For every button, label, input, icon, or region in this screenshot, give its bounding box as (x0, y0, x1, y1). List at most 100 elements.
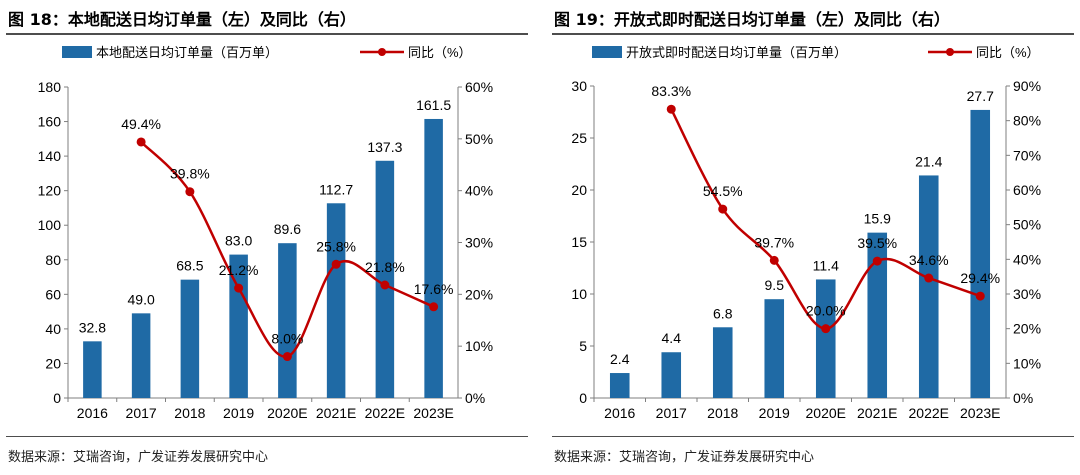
bar (424, 118, 443, 398)
y-right-tick-label: 60% (465, 79, 493, 95)
yoy-data-label: 49.4% (121, 116, 161, 132)
source-divider (552, 436, 1074, 437)
bar (278, 243, 297, 398)
y-right-tick-label: 40% (1013, 251, 1041, 267)
y-right-tick-label: 70% (1013, 147, 1041, 163)
yoy-point (136, 137, 146, 147)
x-tick-label: 2016 (604, 405, 635, 421)
yoy-point (429, 302, 439, 312)
x-tick-label: 2017 (126, 405, 157, 421)
y-right-tick-label: 90% (1013, 78, 1041, 94)
legend-marker-line (378, 48, 386, 56)
yoy-point (282, 352, 292, 362)
yoy-point (718, 204, 728, 214)
y-right-tick-label: 30% (465, 235, 493, 251)
legend-label-line: 同比（%） (408, 45, 472, 60)
bar-data-label: 4.4 (662, 330, 682, 346)
bar (918, 175, 939, 398)
yoy-data-label: 20.0% (806, 303, 846, 319)
y-left-tick-label: 20 (45, 355, 61, 371)
bar (375, 160, 395, 398)
y-right-tick-label: 50% (1013, 217, 1041, 233)
legend-swatch-bar (592, 46, 622, 58)
legend-label-bar: 本地配送日均订单量（百万单） (96, 45, 278, 60)
yoy-data-label: 8.0% (271, 331, 303, 347)
yoy-data-label: 21.2% (219, 262, 259, 278)
x-tick-label: 2017 (656, 405, 687, 421)
x-tick-label: 2021E (857, 405, 897, 421)
x-tick-label: 2019 (759, 405, 790, 421)
y-left-tick-label: 5 (579, 338, 587, 354)
yoy-data-label: 25.8% (316, 238, 356, 254)
source-note: 数据来源：艾瑞咨询，广发证券发展研究中心 (554, 450, 815, 465)
x-tick-label: 2022E (909, 405, 949, 421)
y-left-tick-label: 160 (38, 114, 62, 130)
bar (609, 373, 630, 398)
legend-label-line: 同比（%） (976, 45, 1040, 60)
y-right-tick-label: 10% (465, 338, 493, 354)
y-right-tick-label: 0% (465, 390, 485, 406)
chart-panel-local-delivery: 图 18：本地配送日均订单量（左）及同比（右） 本地配送日均订单量（百万单） 同比… (0, 0, 534, 475)
yoy-data-label: 54.5% (703, 183, 743, 199)
bar (764, 299, 785, 398)
bar (229, 254, 248, 398)
chart-panel-open-delivery: 图 19：开放式即时配送日均订单量（左）及同比（右） 开放式即时配送日均订单量（… (546, 0, 1080, 475)
y-right-tick-label: 60% (1013, 182, 1041, 198)
bar-data-label: 27.7 (967, 88, 994, 104)
yoy-point (975, 291, 985, 301)
y-left-tick-label: 60 (45, 286, 61, 302)
bar-data-label: 49.0 (128, 291, 155, 307)
x-tick-label: 2023E (960, 405, 1000, 421)
bar-data-label: 89.6 (274, 221, 301, 237)
x-tick-label: 2021E (316, 405, 356, 421)
y-right-tick-label: 10% (1013, 355, 1041, 371)
y-left-tick-label: 100 (38, 217, 62, 233)
yoy-point (872, 256, 882, 266)
y-right-tick-label: 50% (465, 131, 493, 147)
legend-swatch-bar (62, 46, 92, 58)
bar-data-label: 112.7 (319, 181, 353, 197)
yoy-point (331, 259, 341, 269)
y-left-tick-label: 120 (38, 183, 62, 199)
bar-data-label: 68.5 (176, 258, 203, 274)
source-divider (6, 436, 528, 437)
yoy-data-label: 17.6% (414, 281, 454, 297)
x-tick-label: 2020E (806, 405, 846, 421)
yoy-data-label: 39.8% (170, 166, 210, 182)
y-left-tick-label: 0 (579, 390, 587, 406)
x-tick-label: 2022E (365, 405, 405, 421)
y-right-tick-label: 0% (1013, 390, 1033, 406)
bar-data-label: 2.4 (610, 351, 630, 367)
y-left-tick-label: 180 (38, 79, 62, 95)
bar-data-label: 161.5 (416, 97, 451, 113)
bar-data-label: 137.3 (367, 139, 402, 155)
source-note: 数据来源：艾瑞咨询，广发证券发展研究中心 (8, 450, 269, 465)
x-tick-label: 2016 (77, 405, 108, 421)
title-divider (552, 33, 1074, 35)
bar (131, 313, 151, 398)
bar (661, 352, 682, 398)
y-right-tick-label: 20% (1013, 321, 1041, 337)
yoy-data-label: 34.6% (909, 252, 949, 268)
yoy-data-label: 21.8% (365, 259, 405, 275)
yoy-point (924, 273, 934, 283)
y-left-tick-label: 80 (45, 252, 61, 268)
x-tick-label: 2018 (174, 405, 205, 421)
bar (815, 279, 836, 398)
bar-data-label: 32.8 (79, 319, 106, 335)
yoy-point (234, 283, 244, 293)
y-left-tick-label: 40 (45, 321, 61, 337)
legend-label-bar: 开放式即时配送日均订单量（百万单） (626, 45, 847, 60)
y-right-tick-label: 20% (465, 286, 493, 302)
yoy-data-label: 83.3% (651, 83, 691, 99)
y-left-tick-label: 30 (571, 78, 587, 94)
y-right-tick-label: 30% (1013, 286, 1041, 302)
y-left-tick-label: 0 (53, 390, 61, 406)
x-tick-label: 2019 (223, 405, 254, 421)
yoy-point (769, 255, 779, 265)
y-left-tick-label: 20 (571, 182, 587, 198)
y-left-tick-label: 15 (571, 234, 587, 250)
chart-open-delivery: 开放式即时配送日均订单量（百万单） 同比（%） 0 5 10 15 20 25 30 0% 10% 2… (571, 45, 1041, 421)
yoy-point (380, 280, 390, 290)
yoy-point (821, 324, 831, 334)
